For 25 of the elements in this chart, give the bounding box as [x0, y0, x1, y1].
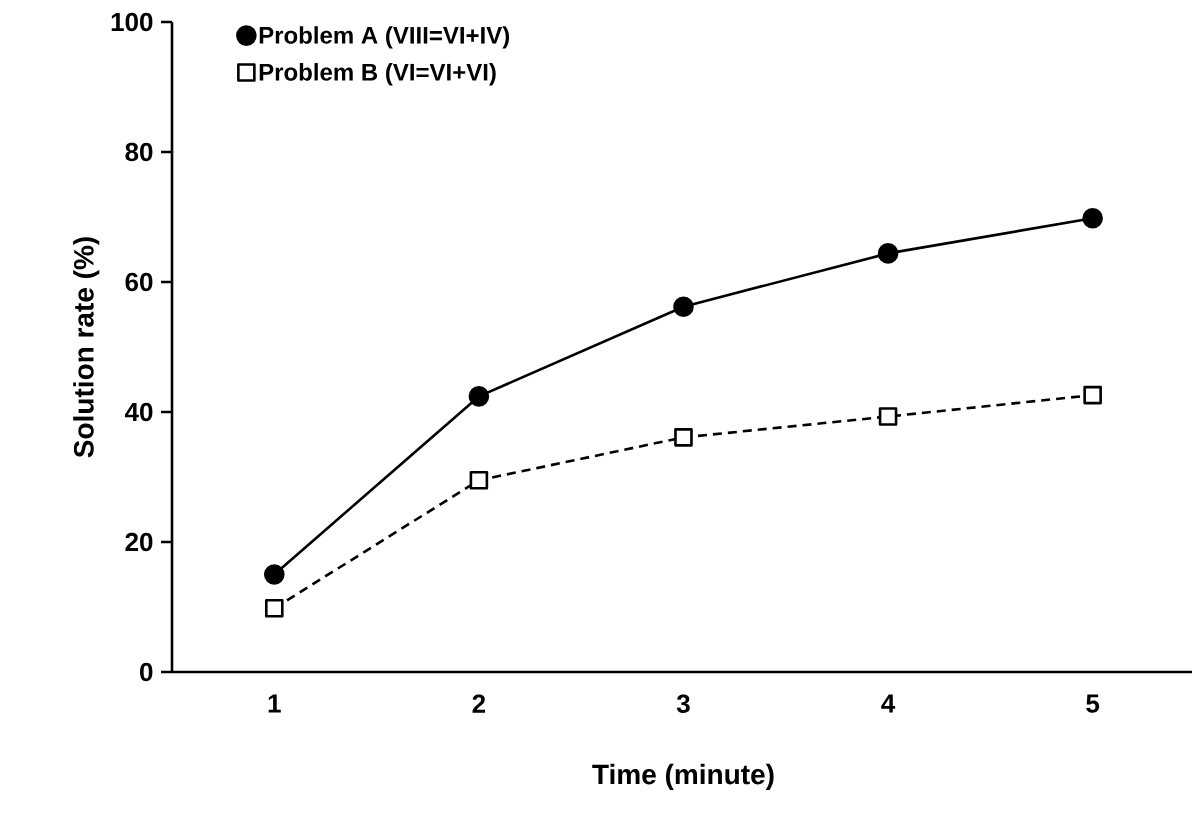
legend-label: Problem B (VI=VI+VI)	[259, 63, 496, 86]
point	[468, 386, 490, 407]
x-tick-label: 2	[472, 694, 486, 713]
x-tick-label: 5	[1086, 694, 1100, 713]
y-tick-label: 100	[111, 12, 153, 32]
point	[264, 564, 285, 585]
point	[673, 296, 694, 317]
point	[469, 470, 489, 490]
point	[877, 243, 899, 264]
point	[1082, 207, 1103, 229]
y-tick-label: 0	[140, 662, 153, 682]
y-tick-label: 80	[125, 142, 153, 162]
x-axis-title: Time (minute)	[592, 763, 774, 790]
legend-label: Problem A (VIII=VI+IV)	[259, 26, 510, 49]
x-tick-label: 4	[881, 694, 896, 713]
x-tick-label: 3	[676, 694, 690, 713]
point	[674, 428, 693, 447]
x-tick-label: 1	[268, 694, 281, 713]
y-axis-title: Solution rate (%)	[73, 237, 100, 458]
y-tick-label: 20	[125, 532, 153, 552]
y-tick-label: 60	[125, 272, 153, 292]
point	[265, 599, 284, 618]
point	[1083, 385, 1102, 405]
point	[878, 407, 898, 426]
y-tick-label: 40	[124, 402, 153, 422]
